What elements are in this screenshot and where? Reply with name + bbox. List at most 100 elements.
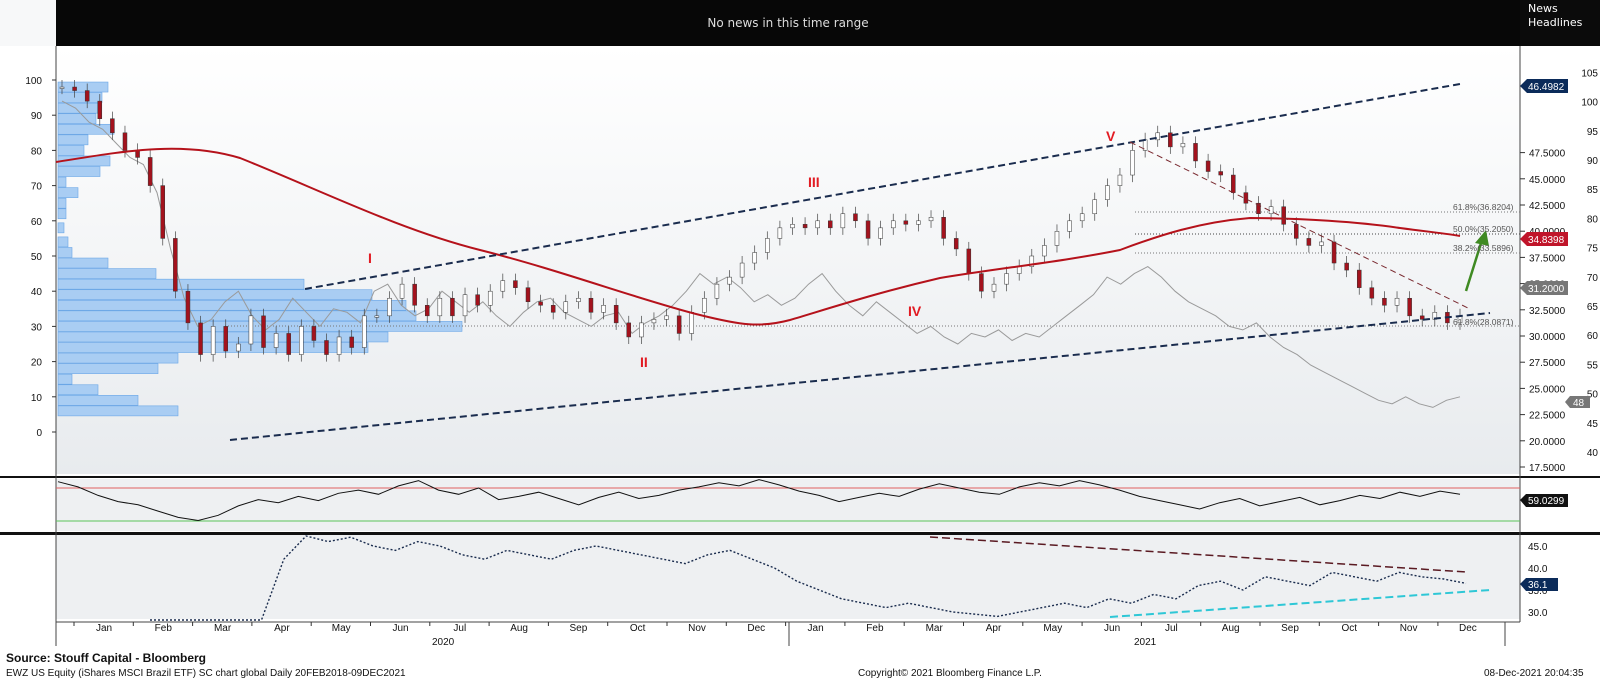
- candle: [626, 322, 632, 338]
- rsi-badge: 59.0299: [1520, 494, 1568, 507]
- x-tick-label: Jun: [392, 623, 408, 634]
- vol-tick-label: 30.0: [1528, 608, 1548, 619]
- candle: [273, 333, 279, 348]
- candle: [261, 315, 266, 348]
- price-series: [59, 80, 1463, 362]
- candle: [1105, 185, 1110, 200]
- volume-profile-bar: [57, 208, 67, 220]
- secondary-tick-label: 70: [1587, 273, 1599, 284]
- candle: [689, 312, 694, 334]
- candle: [1256, 202, 1261, 215]
- footer-date: 08-Dec-2021 20:04:35: [1484, 668, 1584, 679]
- candle: [576, 297, 581, 303]
- channel-upper-line: [304, 83, 1461, 290]
- rsi-line-path: [57, 479, 1461, 522]
- secondary-tick-label: 80: [1587, 214, 1599, 225]
- candle: [1205, 160, 1211, 172]
- secondary-tick-label: 90: [1587, 156, 1599, 167]
- candle: [953, 238, 959, 250]
- vol-line: [150, 535, 1467, 621]
- candle: [1356, 269, 1362, 288]
- volume-profile-bar: [57, 352, 179, 364]
- candle: [1369, 287, 1375, 299]
- candle: [1319, 241, 1324, 246]
- candle: [324, 340, 329, 355]
- candle: [1407, 297, 1412, 317]
- volume-profile-bar: [57, 247, 73, 258]
- candle: [991, 283, 997, 292]
- svg-text:34.8398: 34.8398: [1528, 235, 1565, 246]
- channel-lower-line: [229, 312, 1491, 441]
- gray-series: [61, 100, 1461, 408]
- rsi-panel: [56, 479, 1520, 531]
- secondary-tick-label: 105: [1581, 68, 1598, 79]
- x-tick-label: Feb: [866, 623, 884, 634]
- secondary-tick-label: 60: [1587, 331, 1599, 342]
- left-tick-label: 30: [31, 322, 43, 333]
- candle: [752, 252, 757, 264]
- volume-profile-bar: [57, 363, 159, 374]
- candle: [651, 319, 657, 324]
- candle: [475, 294, 480, 306]
- svg-text:46.4982: 46.4982: [1528, 82, 1565, 93]
- candle: [979, 273, 984, 292]
- secondary-tick-label: 95: [1587, 127, 1599, 138]
- candle: [1092, 199, 1098, 215]
- volume-profile-bar: [57, 299, 407, 311]
- x-tick-label: Nov: [1400, 623, 1418, 634]
- candle: [928, 217, 934, 222]
- candle: [286, 333, 291, 355]
- footer-description: EWZ US Equity (iShares MSCI Brazil ETF) …: [6, 668, 406, 679]
- right-tick-label: 37.5000: [1529, 253, 1566, 264]
- candle: [462, 294, 468, 317]
- x-tick-label: Aug: [510, 623, 528, 634]
- candle: [601, 305, 606, 313]
- candle: [739, 262, 745, 278]
- candle: [173, 238, 178, 292]
- candle: [311, 326, 317, 341]
- left-tick-label: 100: [25, 76, 42, 87]
- year-label: 2021: [1134, 637, 1157, 646]
- news-headlines-button[interactable]: News Headlines: [1520, 0, 1600, 46]
- x-tick-label: Feb: [155, 623, 173, 634]
- right-tick-label: 25.0000: [1529, 384, 1566, 395]
- fib-label: 38.2%(33.5896): [1453, 243, 1514, 253]
- x-tick-label: Aug: [1222, 623, 1240, 634]
- vol-downtrend-line: [929, 536, 1467, 573]
- news-headlines-label: News Headlines: [1528, 2, 1583, 29]
- x-tick-label: Apr: [986, 623, 1002, 634]
- candle: [1306, 238, 1312, 246]
- candle: [1054, 231, 1060, 246]
- right-tick-label: 47.5000: [1529, 149, 1566, 160]
- left-axis: 0 10 20 30 40 50 60 70 80 90 100: [25, 76, 56, 439]
- up-arrow-head: [1475, 230, 1489, 246]
- candle: [185, 290, 191, 324]
- right-secondary-axis: 40 45 50 55 60 65 70 75 80 85 90 95 100 105: [1581, 68, 1598, 459]
- x-tick-label: Dec: [1459, 623, 1477, 634]
- wave-label: I: [368, 250, 372, 266]
- candle: [1294, 224, 1299, 239]
- secondary-tick-label: 85: [1587, 185, 1599, 196]
- candle: [664, 315, 669, 320]
- candle: [538, 301, 543, 306]
- candle: [563, 301, 569, 313]
- candle: [1180, 143, 1186, 148]
- svg-text:31.2000: 31.2000: [1528, 284, 1565, 295]
- candle: [1155, 132, 1160, 141]
- candle: [210, 326, 216, 355]
- candle: [110, 118, 115, 134]
- volume-profile-bar: [57, 395, 139, 406]
- candle: [122, 132, 128, 151]
- candle: [223, 326, 228, 352]
- volume-profile-bar: [57, 187, 79, 198]
- vol-tick-label: 45.0: [1528, 542, 1548, 553]
- vol-uptrend-line: [1109, 589, 1491, 618]
- vol-panel: [56, 535, 1520, 619]
- candle: [97, 100, 103, 119]
- left-tick-label: 20: [31, 358, 43, 369]
- candle: [727, 276, 732, 285]
- candle: [1281, 206, 1286, 225]
- x-tick-label: Jan: [96, 623, 112, 634]
- volume-profile-bar: [57, 166, 101, 177]
- right-tick-label: 30.0000: [1529, 332, 1566, 343]
